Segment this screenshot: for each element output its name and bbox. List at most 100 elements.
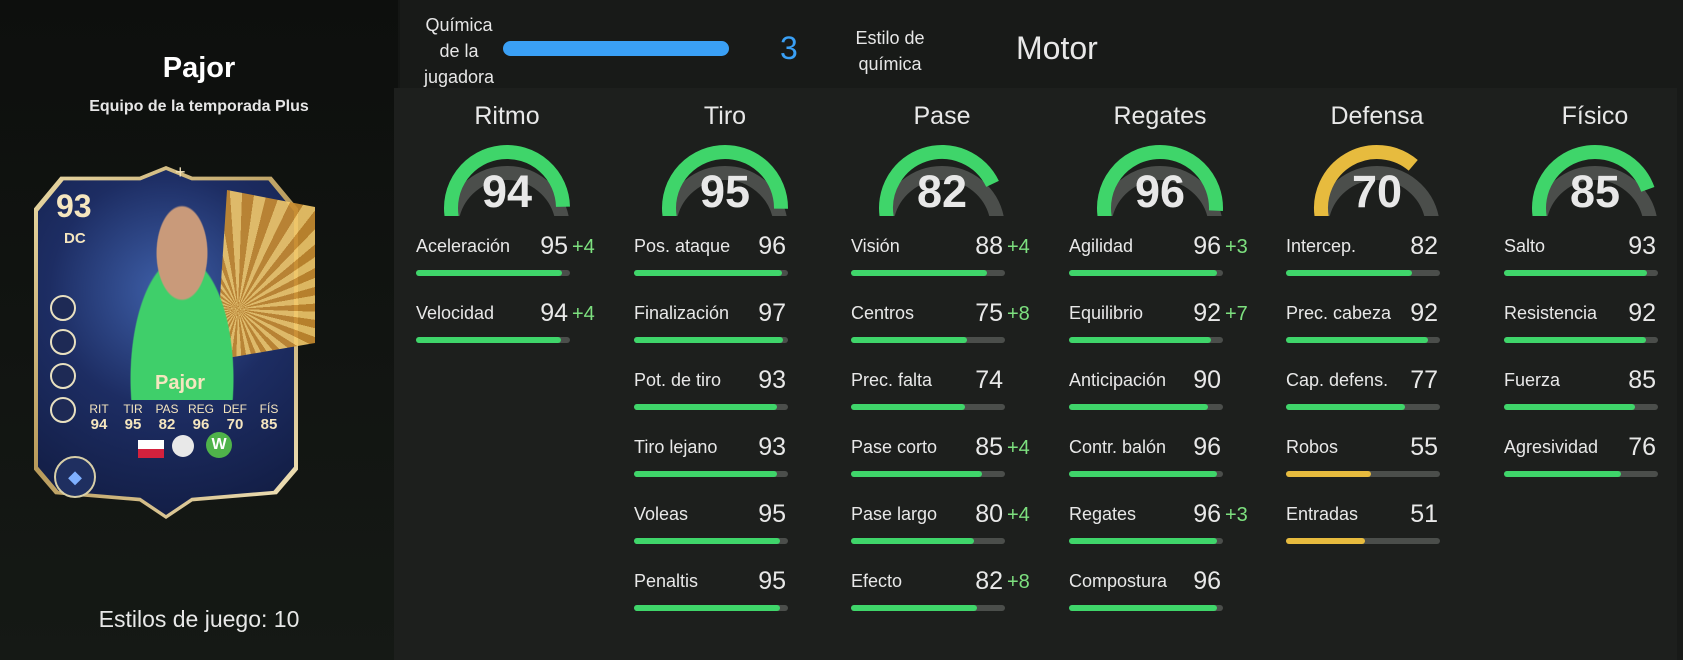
attribute-row[interactable]: Agilidad 96 +3	[1069, 232, 1251, 303]
attribute-bar-fill	[1286, 270, 1413, 276]
attribute-row[interactable]: Contr. balón 96	[1069, 433, 1251, 504]
attribute-row[interactable]: Pos. ataque 96	[634, 232, 816, 303]
attribute-chem-bonus: +4	[572, 236, 595, 258]
attribute-value: 95	[758, 567, 786, 595]
attribute-row[interactable]: Aceleración 95 +4	[416, 232, 598, 303]
chemistry-value: 3	[780, 30, 798, 66]
attribute-bar-fill	[634, 471, 778, 477]
attribute-bar-fill	[416, 270, 563, 276]
gauge-track	[1315, 166, 1439, 216]
attribute-bar	[851, 404, 1005, 410]
playstyle-icon	[50, 397, 76, 423]
attribute-row[interactable]: Fuerza 85	[1504, 366, 1683, 437]
attribute-row[interactable]: Equilibrio 92 +7	[1069, 299, 1251, 370]
attribute-bar	[1069, 404, 1223, 410]
category-0: Ritmo 94 Aceleración 95 +4 Velocidad 94 +4	[416, 88, 598, 370]
attribute-row[interactable]: Intercep. 82	[1286, 232, 1468, 303]
attribute-bar	[1069, 337, 1223, 343]
attribute-bar-fill	[634, 337, 784, 343]
attribute-name: Fuerza	[1504, 370, 1561, 390]
attribute-value: 82	[1410, 232, 1438, 260]
category-5: Físico 85 Salto 93 Resistencia 92 Fuerza 85 Agre…	[1504, 88, 1683, 504]
attribute-chem-bonus: +3	[1225, 504, 1248, 526]
chemistry-bar	[503, 41, 729, 56]
attribute-bar-fill	[1286, 404, 1405, 410]
attribute-row[interactable]: Salto 93	[1504, 232, 1683, 303]
attribute-value: 85	[1628, 366, 1656, 394]
attribute-row[interactable]: Resistencia 92	[1504, 299, 1683, 370]
gauge-svg	[1097, 145, 1223, 216]
attribute-value: 55	[1410, 433, 1438, 461]
card-plus-mark: +	[175, 162, 186, 182]
attribute-row[interactable]: Cap. defens. 77	[1286, 366, 1468, 437]
attribute-chem-bonus: +4	[572, 303, 595, 325]
gauge-svg	[1532, 145, 1657, 216]
attribute-row[interactable]: Velocidad 94 +4	[416, 299, 598, 370]
card-stat-value: 70	[226, 416, 244, 433]
attribute-row[interactable]: Tiro lejano 93	[634, 433, 816, 504]
attribute-row[interactable]: Pase largo 80 +4	[851, 500, 1033, 571]
chemistry-header: Química de la jugadora 3 Estilo de quími…	[400, 0, 1683, 90]
attribute-row[interactable]: Agresividad 76	[1504, 433, 1683, 504]
card-stats: RIT TIR PAS REG DEF FÍS 94 95 82 96 70 8…	[82, 402, 286, 433]
attribute-name: Prec. cabeza	[1286, 303, 1392, 323]
player-name: Pajor	[162, 52, 236, 84]
player-card[interactable]: + 93 DC Pajor RIT TIR PAS REG DEF FÍS 94…	[20, 150, 315, 520]
attribute-value: 80	[975, 500, 1003, 528]
attribute-bar-fill	[416, 337, 561, 343]
gauge-fill	[444, 145, 570, 216]
category-value: 95	[699, 166, 751, 217]
attribute-value: 93	[758, 433, 786, 461]
category-gauge: 94	[441, 142, 573, 217]
attribute-row[interactable]: Visión 88 +4	[851, 232, 1033, 303]
attribute-row[interactable]: Voleas 95	[634, 500, 816, 571]
attribute-bar	[1504, 270, 1658, 276]
attribute-row[interactable]: Finalización 97	[634, 299, 816, 370]
category-gauge: 96	[1094, 142, 1226, 217]
attribute-name: Voleas	[634, 504, 689, 524]
attribute-row[interactable]: Regates 96 +3	[1069, 500, 1251, 571]
attribute-value: 92	[1410, 299, 1438, 327]
attribute-value: 96	[1193, 567, 1221, 595]
attribute-row[interactable]: Penaltis 95	[634, 567, 816, 638]
category-title: Físico	[1561, 102, 1629, 130]
attribute-value: 82	[975, 567, 1003, 595]
attribute-name: Equilibrio	[1069, 303, 1144, 323]
attribute-chem-bonus: +7	[1225, 303, 1248, 325]
attribute-bar	[634, 404, 788, 410]
attribute-bar	[1504, 337, 1658, 343]
attribute-value: 90	[1193, 366, 1221, 394]
attribute-row[interactable]: Robos 55	[1286, 433, 1468, 504]
attribute-row[interactable]: Anticipación 90	[1069, 366, 1251, 437]
attribute-bar	[634, 270, 788, 276]
attribute-value: 96	[1193, 433, 1221, 461]
attribute-value: 92	[1628, 299, 1656, 327]
attribute-row[interactable]: Prec. cabeza 92	[1286, 299, 1468, 370]
attribute-list: Salto 93 Resistencia 92 Fuerza 85 Agresividad 7…	[1504, 232, 1683, 504]
attribute-name: Efecto	[851, 571, 903, 591]
attribute-row[interactable]: Centros 75 +8	[851, 299, 1033, 370]
attribute-row[interactable]: Entradas 51	[1286, 500, 1468, 571]
playstyle-icons	[50, 295, 76, 423]
attribute-name: Prec. falta	[851, 370, 933, 390]
card-stat-label: FÍS	[259, 402, 279, 416]
card-rating: 93	[56, 188, 92, 224]
attribute-name: Regates	[1069, 504, 1137, 524]
attribute-value: 95	[540, 232, 568, 260]
attribute-name: Anticipación	[1069, 370, 1167, 390]
card-stat-value: 95	[124, 416, 142, 433]
card-stat-label: DEF	[223, 402, 247, 416]
attribute-value: 88	[975, 232, 1003, 260]
gauge-fill	[1532, 145, 1655, 216]
attribute-row[interactable]: Prec. falta 74	[851, 366, 1033, 437]
attribute-value: 74	[975, 366, 1003, 394]
attribute-bar-fill	[1069, 471, 1217, 477]
attribute-row[interactable]: Pase corto 85 +4	[851, 433, 1033, 504]
attribute-bar	[1069, 471, 1223, 477]
attribute-row[interactable]: Efecto 82 +8	[851, 567, 1033, 638]
chem-style-value[interactable]: Motor	[1016, 30, 1098, 66]
attribute-row[interactable]: Pot. de tiro 93	[634, 366, 816, 437]
attribute-row[interactable]: Compostura 96	[1069, 567, 1251, 638]
attribute-list: Agilidad 96 +3 Equilibrio 92 +7 Anticipación 90…	[1069, 232, 1251, 638]
evolution-icon[interactable]: ◆	[54, 456, 96, 498]
